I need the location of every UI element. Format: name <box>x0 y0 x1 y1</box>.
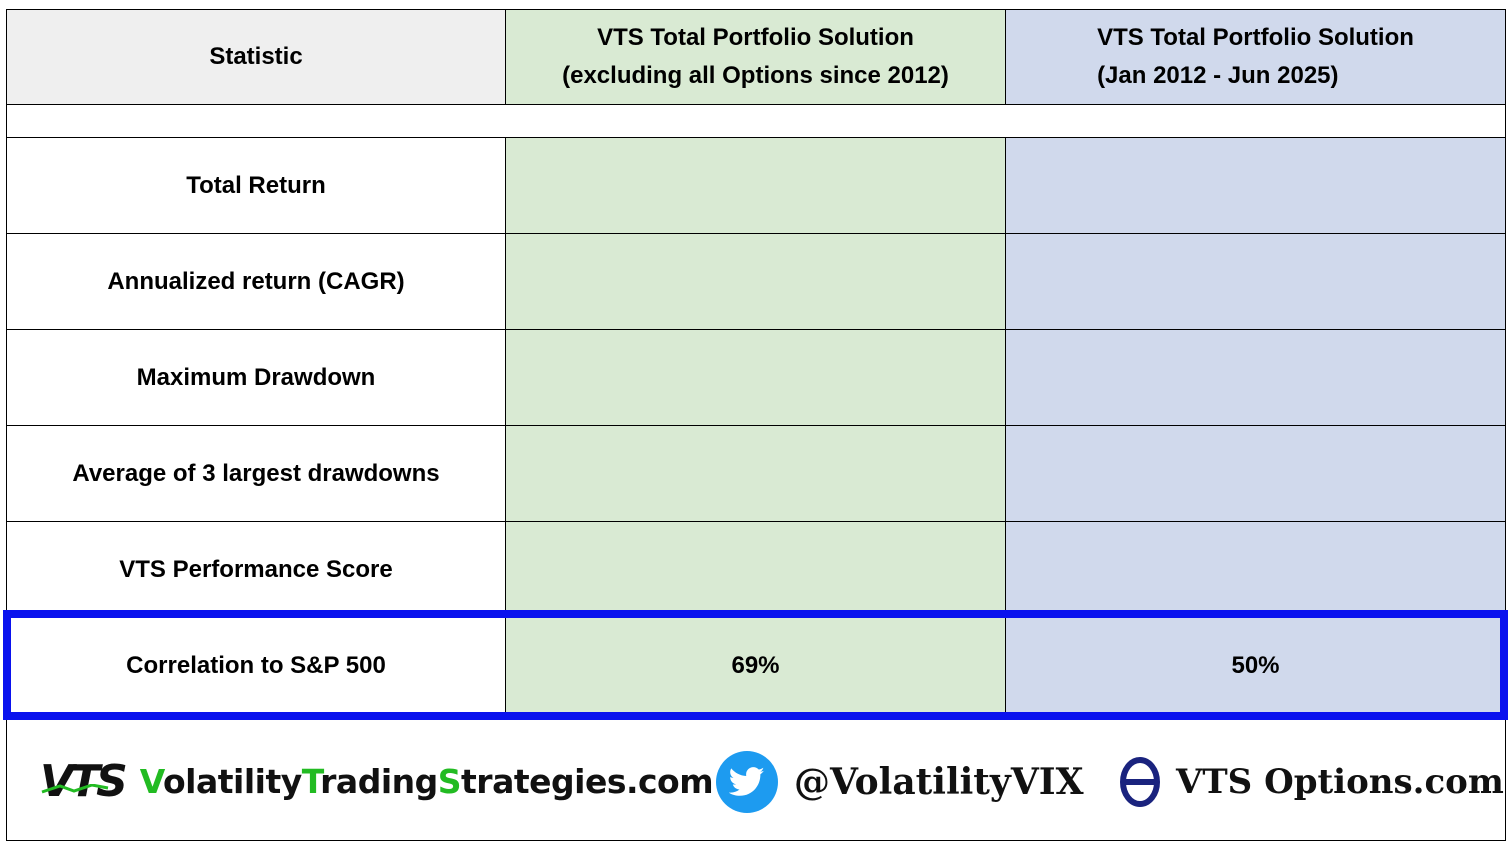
row-label: Average of 3 largest drawdowns <box>6 426 506 522</box>
site-part-strategies: trategies.com <box>461 762 714 801</box>
row-label-text: Total Return <box>186 171 326 199</box>
header-col1-line1: VTS Total Portfolio Solution <box>597 24 914 51</box>
header-col2-line2: (Jan 2012 - Jun 2025) <box>1097 62 1339 89</box>
row-label: Total Return <box>6 138 506 234</box>
site-part-volatility: olatility <box>163 762 302 801</box>
correlation-highlight-box <box>3 610 1508 720</box>
row-col1-value <box>506 234 1006 330</box>
row-col1-value <box>506 138 1006 234</box>
header-col2: VTS Total Portfolio Solution (Jan 2012 -… <box>1006 9 1506 105</box>
logo-swoosh-icon <box>41 784 109 794</box>
row-col2-value <box>1006 426 1506 522</box>
row-col2-value <box>1006 522 1506 618</box>
row-col1-value <box>506 426 1006 522</box>
row-col1-text: 69% <box>731 651 780 679</box>
row-col1-value <box>506 330 1006 426</box>
row-label-text: Average of 3 largest drawdowns <box>72 459 440 487</box>
site-name[interactable]: VolatilityTradingStrategies.com <box>139 762 714 801</box>
row-col1-value <box>506 522 1006 618</box>
twitter-handle[interactable]: @VolatilityVIX <box>794 760 1084 803</box>
row-col2-value <box>1006 330 1506 426</box>
row-label-text: Correlation to S&P 500 <box>126 651 386 679</box>
row-label: Annualized return (CAGR) <box>6 234 506 330</box>
spacer-row <box>6 105 1506 138</box>
footer-bar: VTS VolatilityTradingStrategies.com @Vol… <box>6 722 1506 841</box>
options-brand: VTS Options.com <box>1118 722 1504 841</box>
row-label: VTS Performance Score <box>6 522 506 618</box>
site-letter-s: S <box>437 762 462 801</box>
row-col2-value: 50% <box>1006 618 1506 714</box>
vts-brand: VTS VolatilityTradingStrategies.com <box>40 722 714 841</box>
row-col2-text: 50% <box>1231 651 1280 679</box>
vts-logo-icon: VTS <box>40 756 128 807</box>
row-label-text: VTS Performance Score <box>119 555 393 583</box>
row-col2-value <box>1006 138 1506 234</box>
row-label: Maximum Drawdown <box>6 330 506 426</box>
row-col1-value: 69% <box>506 618 1006 714</box>
row-label-text: Annualized return (CAGR) <box>107 267 405 295</box>
row-col2-value <box>1006 234 1506 330</box>
twitter-bird-icon[interactable] <box>716 750 778 813</box>
header-col2-line1: VTS Total Portfolio Solution <box>1097 24 1414 51</box>
header-statistic-label: Statistic <box>209 43 303 70</box>
options-site-text[interactable]: VTS Options.com <box>1176 761 1504 802</box>
site-part-trading: rading <box>320 762 438 801</box>
row-label-text: Maximum Drawdown <box>136 363 376 391</box>
twitter-brand: @VolatilityVIX <box>716 722 1084 841</box>
site-letter-t: T <box>301 762 321 801</box>
header-col1: VTS Total Portfolio Solution (excluding … <box>506 9 1006 105</box>
site-letter-v: V <box>139 762 164 801</box>
header-col1-line2: (excluding all Options since 2012) <box>562 62 949 89</box>
theta-icon <box>1120 756 1160 807</box>
header-statistic: Statistic <box>6 9 506 105</box>
vts-logo-text: VTS <box>40 756 128 807</box>
